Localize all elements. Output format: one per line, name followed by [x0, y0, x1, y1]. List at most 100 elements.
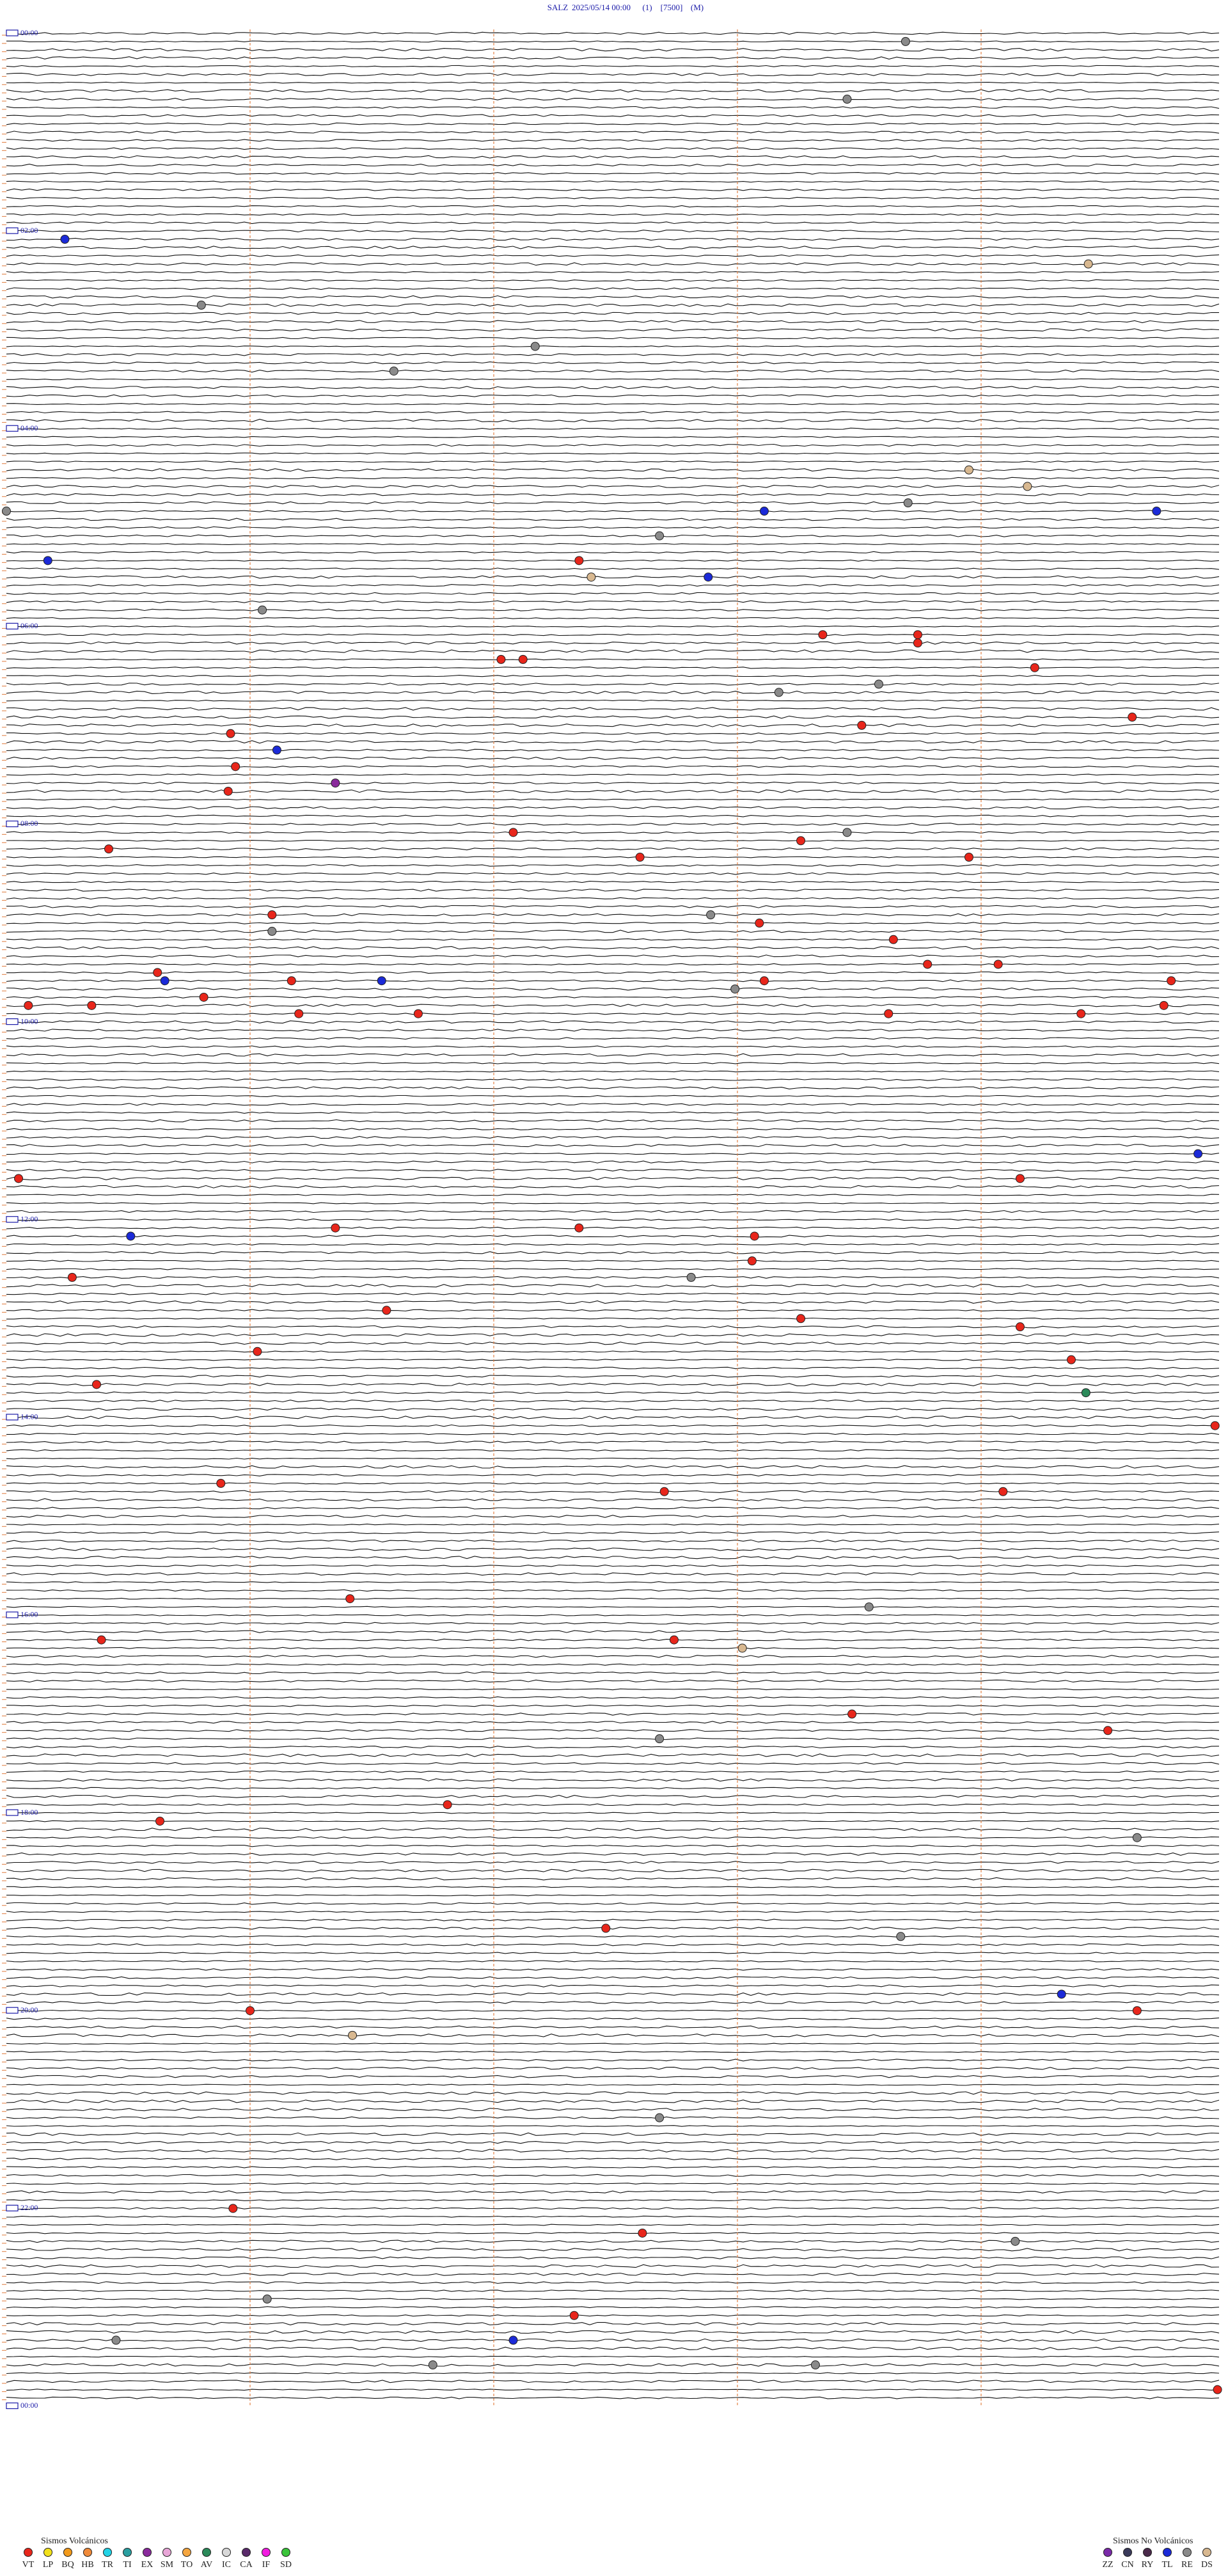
trace — [6, 856, 1220, 858]
trace — [6, 1210, 1220, 1213]
event-marker — [901, 36, 910, 46]
trace — [6, 1341, 1220, 1345]
trace — [6, 1317, 1220, 1320]
event-marker — [857, 720, 867, 730]
trace — [6, 122, 1220, 125]
event-marker — [216, 1478, 226, 1488]
trace — [6, 1984, 1220, 1987]
trace — [6, 1539, 1220, 1543]
station: SALZ — [547, 3, 569, 12]
event-marker — [199, 992, 209, 1002]
legend-marker — [242, 2548, 251, 2557]
legend-marker — [1103, 2548, 1112, 2557]
trace — [6, 510, 1220, 512]
trace — [6, 1350, 1220, 1353]
trace — [6, 1753, 1220, 1757]
hour-box — [6, 622, 19, 629]
trace — [6, 1366, 1220, 1370]
legend-label: LP — [43, 2560, 54, 2570]
event-marker — [24, 1000, 33, 1010]
hour-box — [6, 820, 19, 828]
time-label: 06:00 — [20, 621, 38, 630]
minute-lines — [249, 29, 982, 2406]
legend-label: DS — [1201, 2560, 1213, 2570]
hour-box — [6, 29, 19, 36]
trace — [6, 386, 1220, 390]
trace — [6, 913, 1220, 917]
event-marker — [1132, 1833, 1142, 1842]
event-marker — [382, 1306, 391, 1315]
trace — [6, 97, 1220, 101]
event-marker — [348, 2030, 358, 2040]
trace — [6, 864, 1220, 867]
trace — [6, 2018, 1220, 2021]
time-label: 02:00 — [20, 226, 38, 235]
trace — [6, 1045, 1220, 1048]
trace — [6, 814, 1220, 818]
trace — [6, 427, 1220, 430]
trace — [6, 847, 1220, 851]
trace — [6, 1449, 1220, 1452]
trace — [6, 641, 1220, 645]
trace — [6, 246, 1220, 249]
time-label: 22:00 — [20, 2203, 38, 2212]
trace — [6, 1276, 1220, 1279]
trace — [6, 1284, 1220, 1288]
trace — [6, 2372, 1220, 2375]
trace — [6, 1606, 1220, 1608]
trace — [6, 2043, 1220, 2045]
legend-marker — [63, 2548, 72, 2557]
trace — [6, 979, 1220, 983]
trace — [6, 31, 1220, 35]
trace — [6, 1160, 1220, 1164]
event-marker — [228, 2204, 238, 2213]
event-marker — [345, 1594, 355, 1604]
trace — [6, 2158, 1220, 2160]
event-marker — [518, 654, 528, 664]
event-marker — [253, 1347, 262, 1356]
event-marker — [669, 1635, 679, 1645]
trace — [6, 2256, 1220, 2259]
legend-marker — [162, 2548, 171, 2557]
trace — [6, 48, 1220, 52]
trace — [6, 56, 1220, 60]
event-marker — [91, 1380, 101, 1389]
event-marker — [246, 2006, 255, 2016]
event-marker — [759, 507, 769, 516]
event-marker — [196, 301, 206, 310]
trace — [6, 328, 1220, 332]
time-label: 12:00 — [20, 1214, 38, 1223]
trace — [6, 1671, 1220, 1675]
legend-label: CN — [1121, 2560, 1133, 2570]
trace — [6, 2190, 1220, 2193]
trace — [6, 1746, 1220, 1749]
trace — [6, 163, 1220, 167]
event-marker — [1213, 2385, 1222, 2394]
legend: Sismos Volcánicos Sismos No Volcánicos V… — [22, 2536, 1213, 2570]
event-marker — [998, 1487, 1008, 1496]
trace — [6, 1268, 1220, 1270]
trace — [6, 2355, 1220, 2358]
trace — [6, 2091, 1220, 2095]
trace — [6, 1243, 1220, 1246]
legend-marker — [83, 2548, 92, 2557]
trace — [6, 946, 1220, 950]
trace — [6, 2141, 1220, 2144]
time-label: 14:00 — [20, 1412, 38, 1421]
trace — [6, 172, 1220, 175]
event-marker — [331, 778, 340, 788]
event-marker — [1167, 976, 1176, 986]
trace — [6, 196, 1220, 200]
legend-label: IF — [262, 2560, 271, 2570]
trace — [6, 1836, 1220, 1839]
legend-label: BQ — [61, 2560, 74, 2570]
event-marker — [272, 745, 281, 755]
legend-label: TL — [1161, 2560, 1172, 2570]
event-marker — [796, 836, 806, 846]
trace — [6, 1070, 1220, 1073]
trace — [6, 295, 1220, 299]
trace — [6, 147, 1220, 150]
legend-title: Sismos Volcánicos — [41, 2536, 108, 2546]
trace — [6, 1803, 1220, 1806]
event-marker — [818, 630, 828, 640]
